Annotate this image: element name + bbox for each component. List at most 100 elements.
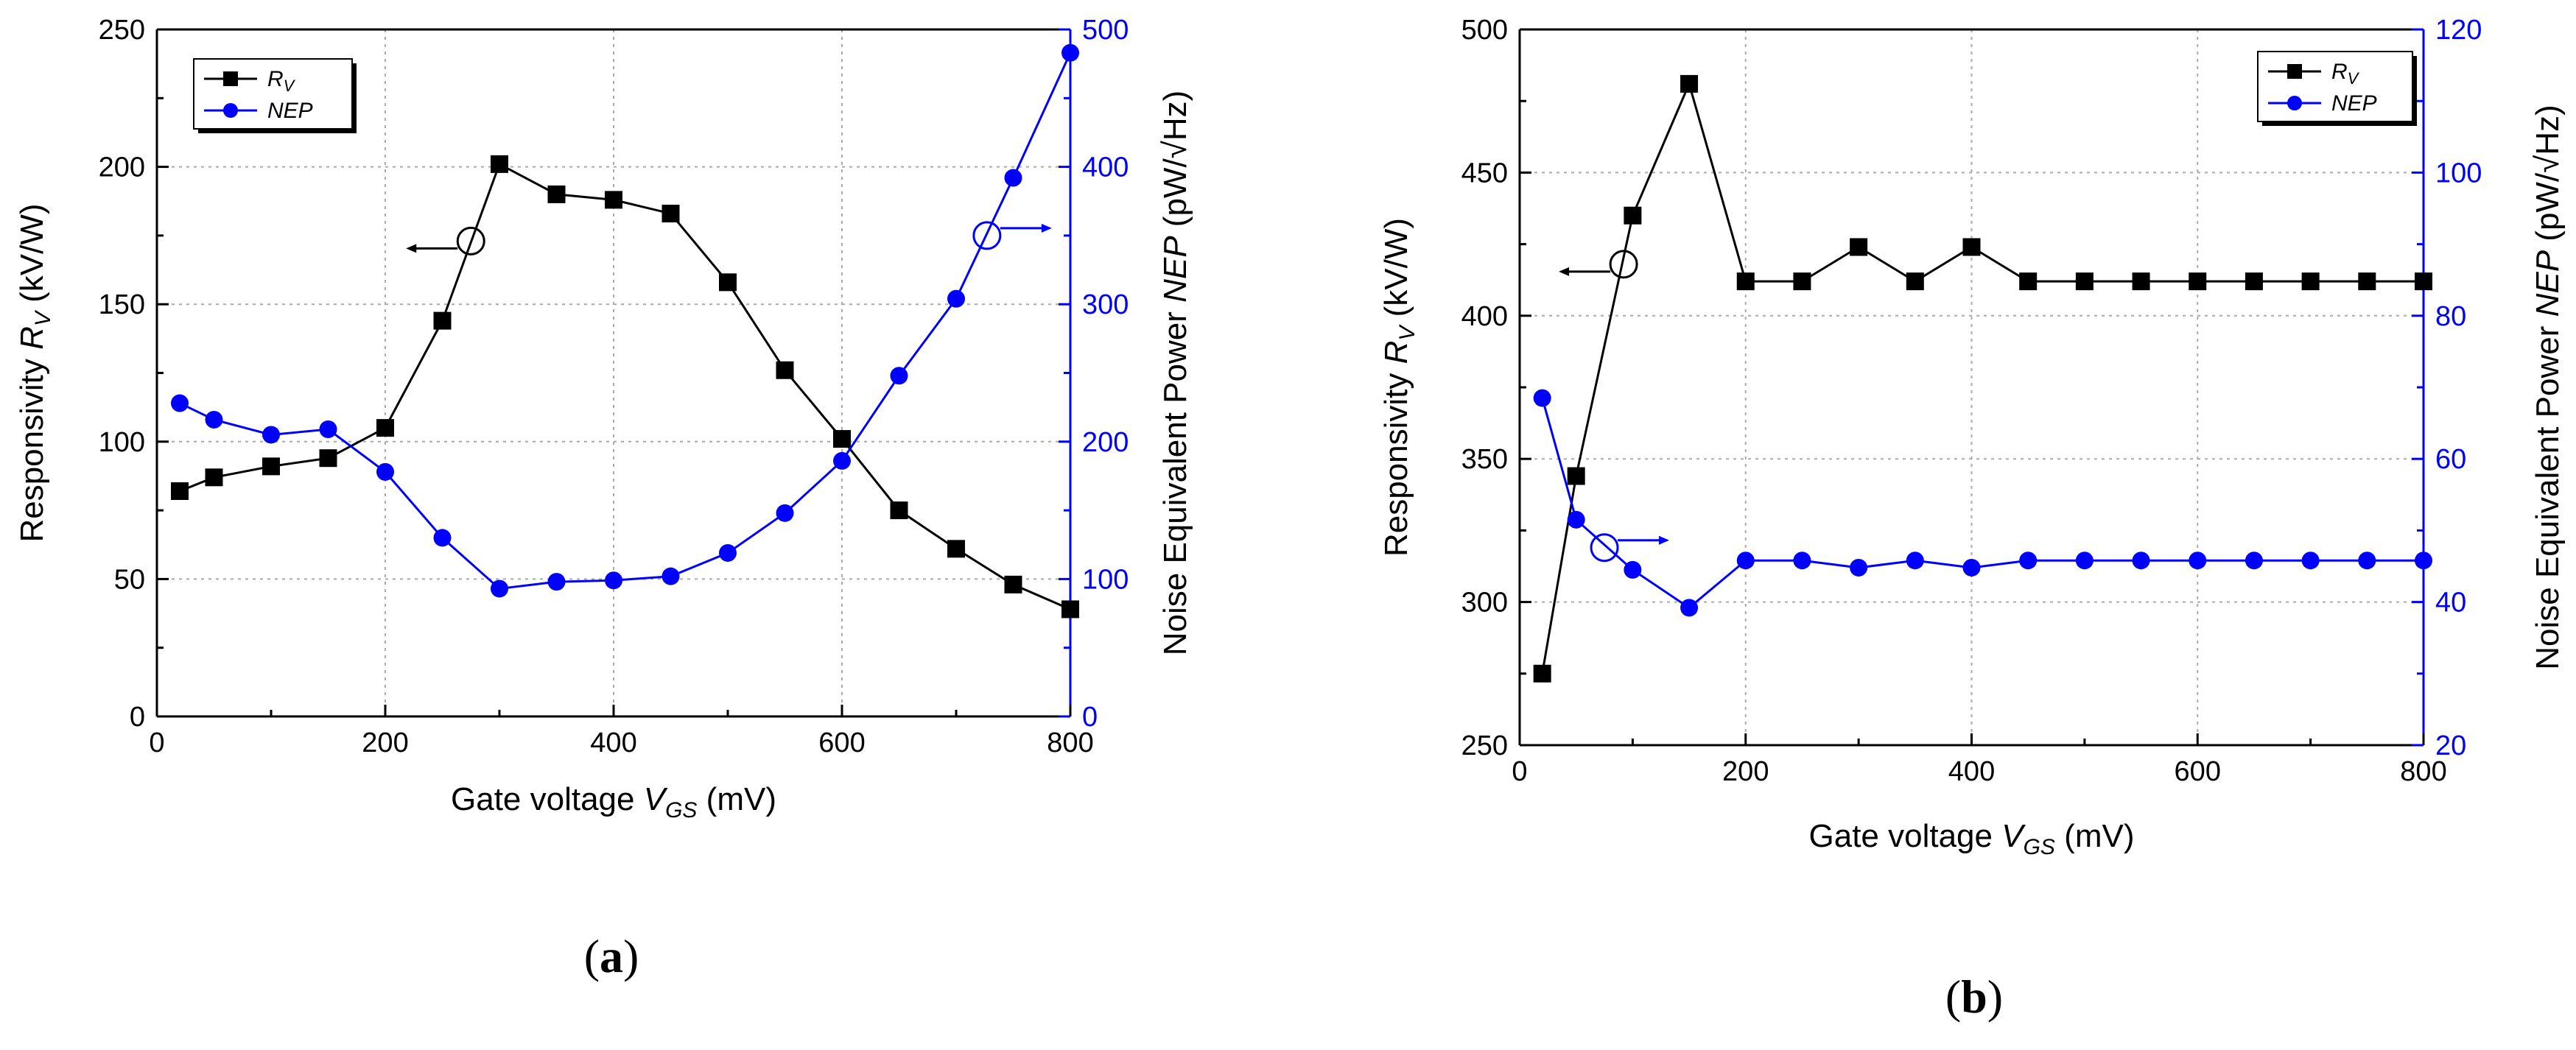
series-rv [1533,74,2432,683]
x-tick-label: 0 [1512,756,1527,787]
y-left-tick-label: 250 [1461,730,1508,761]
series-nep [1533,389,2432,617]
data-point-rv [2189,272,2207,291]
panel-label: (b) [1945,970,2003,1023]
legend-box [2257,51,2413,122]
x-tick-label: 200 [1722,756,1769,787]
data-point-rv [1850,238,1868,256]
data-point-rv [319,449,337,468]
x-tick-label: 600 [2175,756,2221,787]
x-tick-label: 400 [1948,756,1995,787]
data-point-rv [491,155,508,173]
data-point-rv [890,501,908,520]
data-point-nep [2358,552,2376,570]
series-line-nep [1541,398,2424,610]
data-point-rv [1962,238,1981,256]
x-tick-label: 0 [149,727,164,758]
y-right-tick-label: 0 [1082,702,1098,733]
axis-indicator-left [1559,250,1638,279]
data-point-nep [2075,552,2094,570]
data-point-nep [890,367,908,385]
data-point-rv [171,482,189,500]
data-point-nep [2301,552,2320,570]
data-point-nep [1850,558,1868,577]
y-left-tick-label: 100 [99,427,145,458]
y-left-tick-label: 50 [114,564,145,595]
chart-panel-b: 0 200 400 600 800 250 300 350 400 450 500 20 40 60 80 1… [1378,15,2566,1023]
data-point-rv [776,361,794,379]
data-point-rv [1624,206,1642,225]
data-point-nep [719,543,737,562]
data-point-nep [1906,552,1924,570]
y-right-tick-label: 300 [1082,289,1129,320]
y-left-tick-label: 150 [99,289,145,320]
y-right-tick-label: 400 [1082,152,1129,183]
series-nep [171,43,1079,598]
data-point-nep [947,289,965,308]
data-point-nep [1004,169,1022,187]
legend-square-icon [2287,64,2302,79]
data-point-nep [2132,552,2150,570]
data-point-rv [2415,272,2432,291]
data-point-rv [1567,467,1585,485]
legend: RV NEP [2257,51,2417,126]
y-right-tick-label: 100 [2435,158,2482,188]
x-tick-label: 400 [590,727,636,758]
y-right-tick-label: 120 [2435,15,2482,46]
annotation-circle [972,221,1002,250]
annotation-circle [1609,250,1638,279]
data-point-nep [1962,558,1981,577]
data-point-rv [1680,74,1699,93]
data-point-rv [2358,272,2376,291]
data-point-rv [2132,272,2150,291]
data-point-nep [2415,552,2432,570]
axis-indicator-left [406,226,485,256]
data-point-rv [947,540,965,558]
series-rv [171,155,1079,619]
data-point-rv [833,430,851,448]
y-left-tick-label: 300 [1461,588,1508,619]
y-left-tick-label: 250 [99,15,145,46]
right-arrow-icon [1659,535,1670,545]
y-right-tick-label: 100 [1082,564,1129,595]
data-point-rv [376,419,394,437]
data-point-rv [1004,575,1022,593]
data-point-nep [661,567,680,585]
y-left-tick-label: 0 [130,702,145,733]
data-point-rv [205,468,223,487]
data-point-rv [1793,272,1811,291]
axis-indicator-right [972,221,1052,250]
legend: RV NEP [193,58,357,133]
y-right-tick-label: 80 [2435,301,2466,332]
y-right-tick-label: 60 [2435,444,2466,475]
data-point-rv [1061,600,1079,619]
data-point-rv [719,273,737,292]
data-point-nep [376,462,394,481]
data-point-rv [547,185,566,203]
annotation-circle [1590,533,1619,563]
y-right-tick-label: 500 [1082,15,1129,46]
legend-label-rv: RV [2331,60,2360,88]
data-point-nep [547,573,566,591]
data-point-nep [2245,552,2263,570]
data-point-rv [2301,272,2320,291]
y-left-tick-label: 450 [1461,158,1508,188]
x-tick-label: 200 [362,727,408,758]
y-right-tick-label: 200 [1082,427,1129,458]
data-point-nep [605,571,622,590]
y-left-tick-label: 200 [99,152,145,183]
data-point-rv [1906,272,1924,291]
data-point-rv [1533,664,1551,683]
chart-panel-a: 0 200 400 600 800050100150200250010020030040… [14,15,1193,982]
data-point-rv [2245,272,2263,291]
x-tick-label: 800 [2400,756,2446,787]
y-left-axis-label: Responsivity RV (kV/W) [1378,218,1419,557]
left-arrow-icon [1559,267,1570,276]
y-right-axis-label: Noise Equivalent Power NEP (pW/√Hz) [2530,105,2566,670]
left-arrow-icon [406,244,417,253]
grid-lines [1520,29,2424,745]
data-point-nep [1680,599,1699,617]
annotation-circle [456,226,485,256]
data-point-nep [433,529,452,547]
